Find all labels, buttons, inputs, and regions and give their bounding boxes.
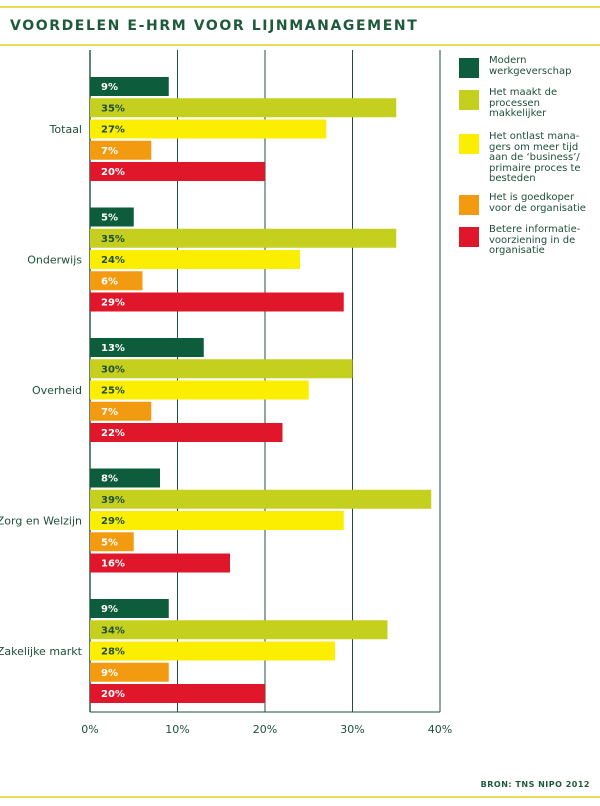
chart-title: VOORDELEN E-HRM VOOR LIJNMANAGEMENT (10, 18, 419, 34)
bar-value-label: 5% (101, 537, 118, 548)
bar-0-1 (90, 98, 397, 118)
legend-label: Het ontlast mana- gers om meer tijd aan … (489, 131, 581, 184)
bar-3-3 (90, 532, 134, 552)
legend-label: Het maakt de processen makkelijker (489, 87, 558, 119)
bar-4-2 (90, 641, 335, 661)
bar-3-4 (90, 553, 230, 573)
bar-0-0 (90, 77, 169, 96)
bar-2-4 (90, 423, 283, 442)
bar-1-4 (90, 292, 344, 312)
category-label: Zorg en Welzijn (0, 515, 82, 528)
x-tick-label: 20% (253, 723, 277, 736)
legend-label: Betere informatie- voorziening in de org… (489, 224, 581, 256)
bar-value-label: 8% (101, 474, 118, 485)
bar-value-label: 35% (101, 103, 125, 114)
top-rule (0, 6, 600, 8)
bar-value-label: 9% (101, 604, 118, 615)
bar-1-3 (90, 271, 143, 291)
bar-value-label: 9% (101, 82, 118, 93)
bottom-rule (0, 796, 600, 798)
bar-2-0 (90, 338, 204, 357)
legend-swatch (459, 227, 479, 247)
bar-value-label: 7% (101, 146, 118, 157)
bar-3-2 (90, 511, 344, 530)
legend-label: Het is goedkoper voor de organisatie (489, 192, 586, 214)
bar-value-label: 9% (101, 668, 118, 679)
bar-4-4 (90, 684, 265, 703)
legend-label: Modern werkgeverschap (489, 55, 572, 77)
category-label: Onderwijs (27, 254, 82, 267)
bar-2-1 (90, 359, 353, 379)
bar-1-2 (90, 250, 300, 269)
legend-swatch (459, 90, 479, 110)
category-label: Overheid (32, 384, 82, 397)
bar-value-label: 29% (101, 298, 125, 309)
x-tick-label: 40% (428, 723, 452, 736)
bar-1-1 (90, 228, 397, 248)
source-note: BRON: TNS NIPO 2012 (480, 780, 590, 789)
x-tick-label: 30% (340, 723, 364, 736)
title-rule (0, 44, 600, 46)
category-label: Totaal (49, 123, 82, 136)
bars (90, 77, 432, 703)
bar-value-label: 39% (101, 495, 125, 506)
bar-value-label: 34% (101, 625, 125, 636)
bar-value-label: 13% (101, 343, 125, 354)
legend-swatch (459, 195, 479, 215)
bar-0-2 (90, 119, 327, 139)
bar-3-0 (90, 468, 160, 488)
bar-value-label: 22% (101, 428, 125, 439)
bar-1-0 (90, 207, 134, 227)
bar-value-label: 6% (101, 276, 118, 287)
category-label: Zakelijke markt (0, 645, 83, 658)
bar-value-label: 5% (101, 213, 118, 224)
bar-value-label: 20% (101, 167, 125, 178)
bar-value-label: 24% (101, 255, 125, 266)
bar-value-label: 20% (101, 689, 125, 700)
labels: 0% 10% 20% 30% 40% 9% 35% 27% 7% 20% Totaal 5% 35% 24… (0, 82, 452, 736)
bar-4-0 (90, 599, 169, 618)
bar-4-1 (90, 620, 388, 640)
bar-value-label: 30% (101, 364, 125, 375)
legend-swatch (459, 134, 479, 154)
x-tick-label: 0% (81, 723, 98, 736)
bar-value-label: 29% (101, 516, 125, 527)
bar-value-label: 25% (101, 386, 125, 397)
bar-2-2 (90, 380, 309, 400)
bar-4-3 (90, 662, 169, 682)
bar-0-3 (90, 140, 152, 160)
bar-value-label: 7% (101, 407, 118, 418)
bar-0-4 (90, 162, 265, 181)
bar-value-label: 35% (101, 234, 125, 245)
bar-value-label: 28% (101, 647, 125, 658)
bar-value-label: 27% (101, 125, 125, 136)
x-tick-label: 10% (165, 723, 189, 736)
bar-value-label: 16% (101, 559, 125, 570)
bar-2-3 (90, 401, 152, 421)
legend-swatch (459, 58, 479, 78)
bar-3-1 (90, 489, 432, 509)
